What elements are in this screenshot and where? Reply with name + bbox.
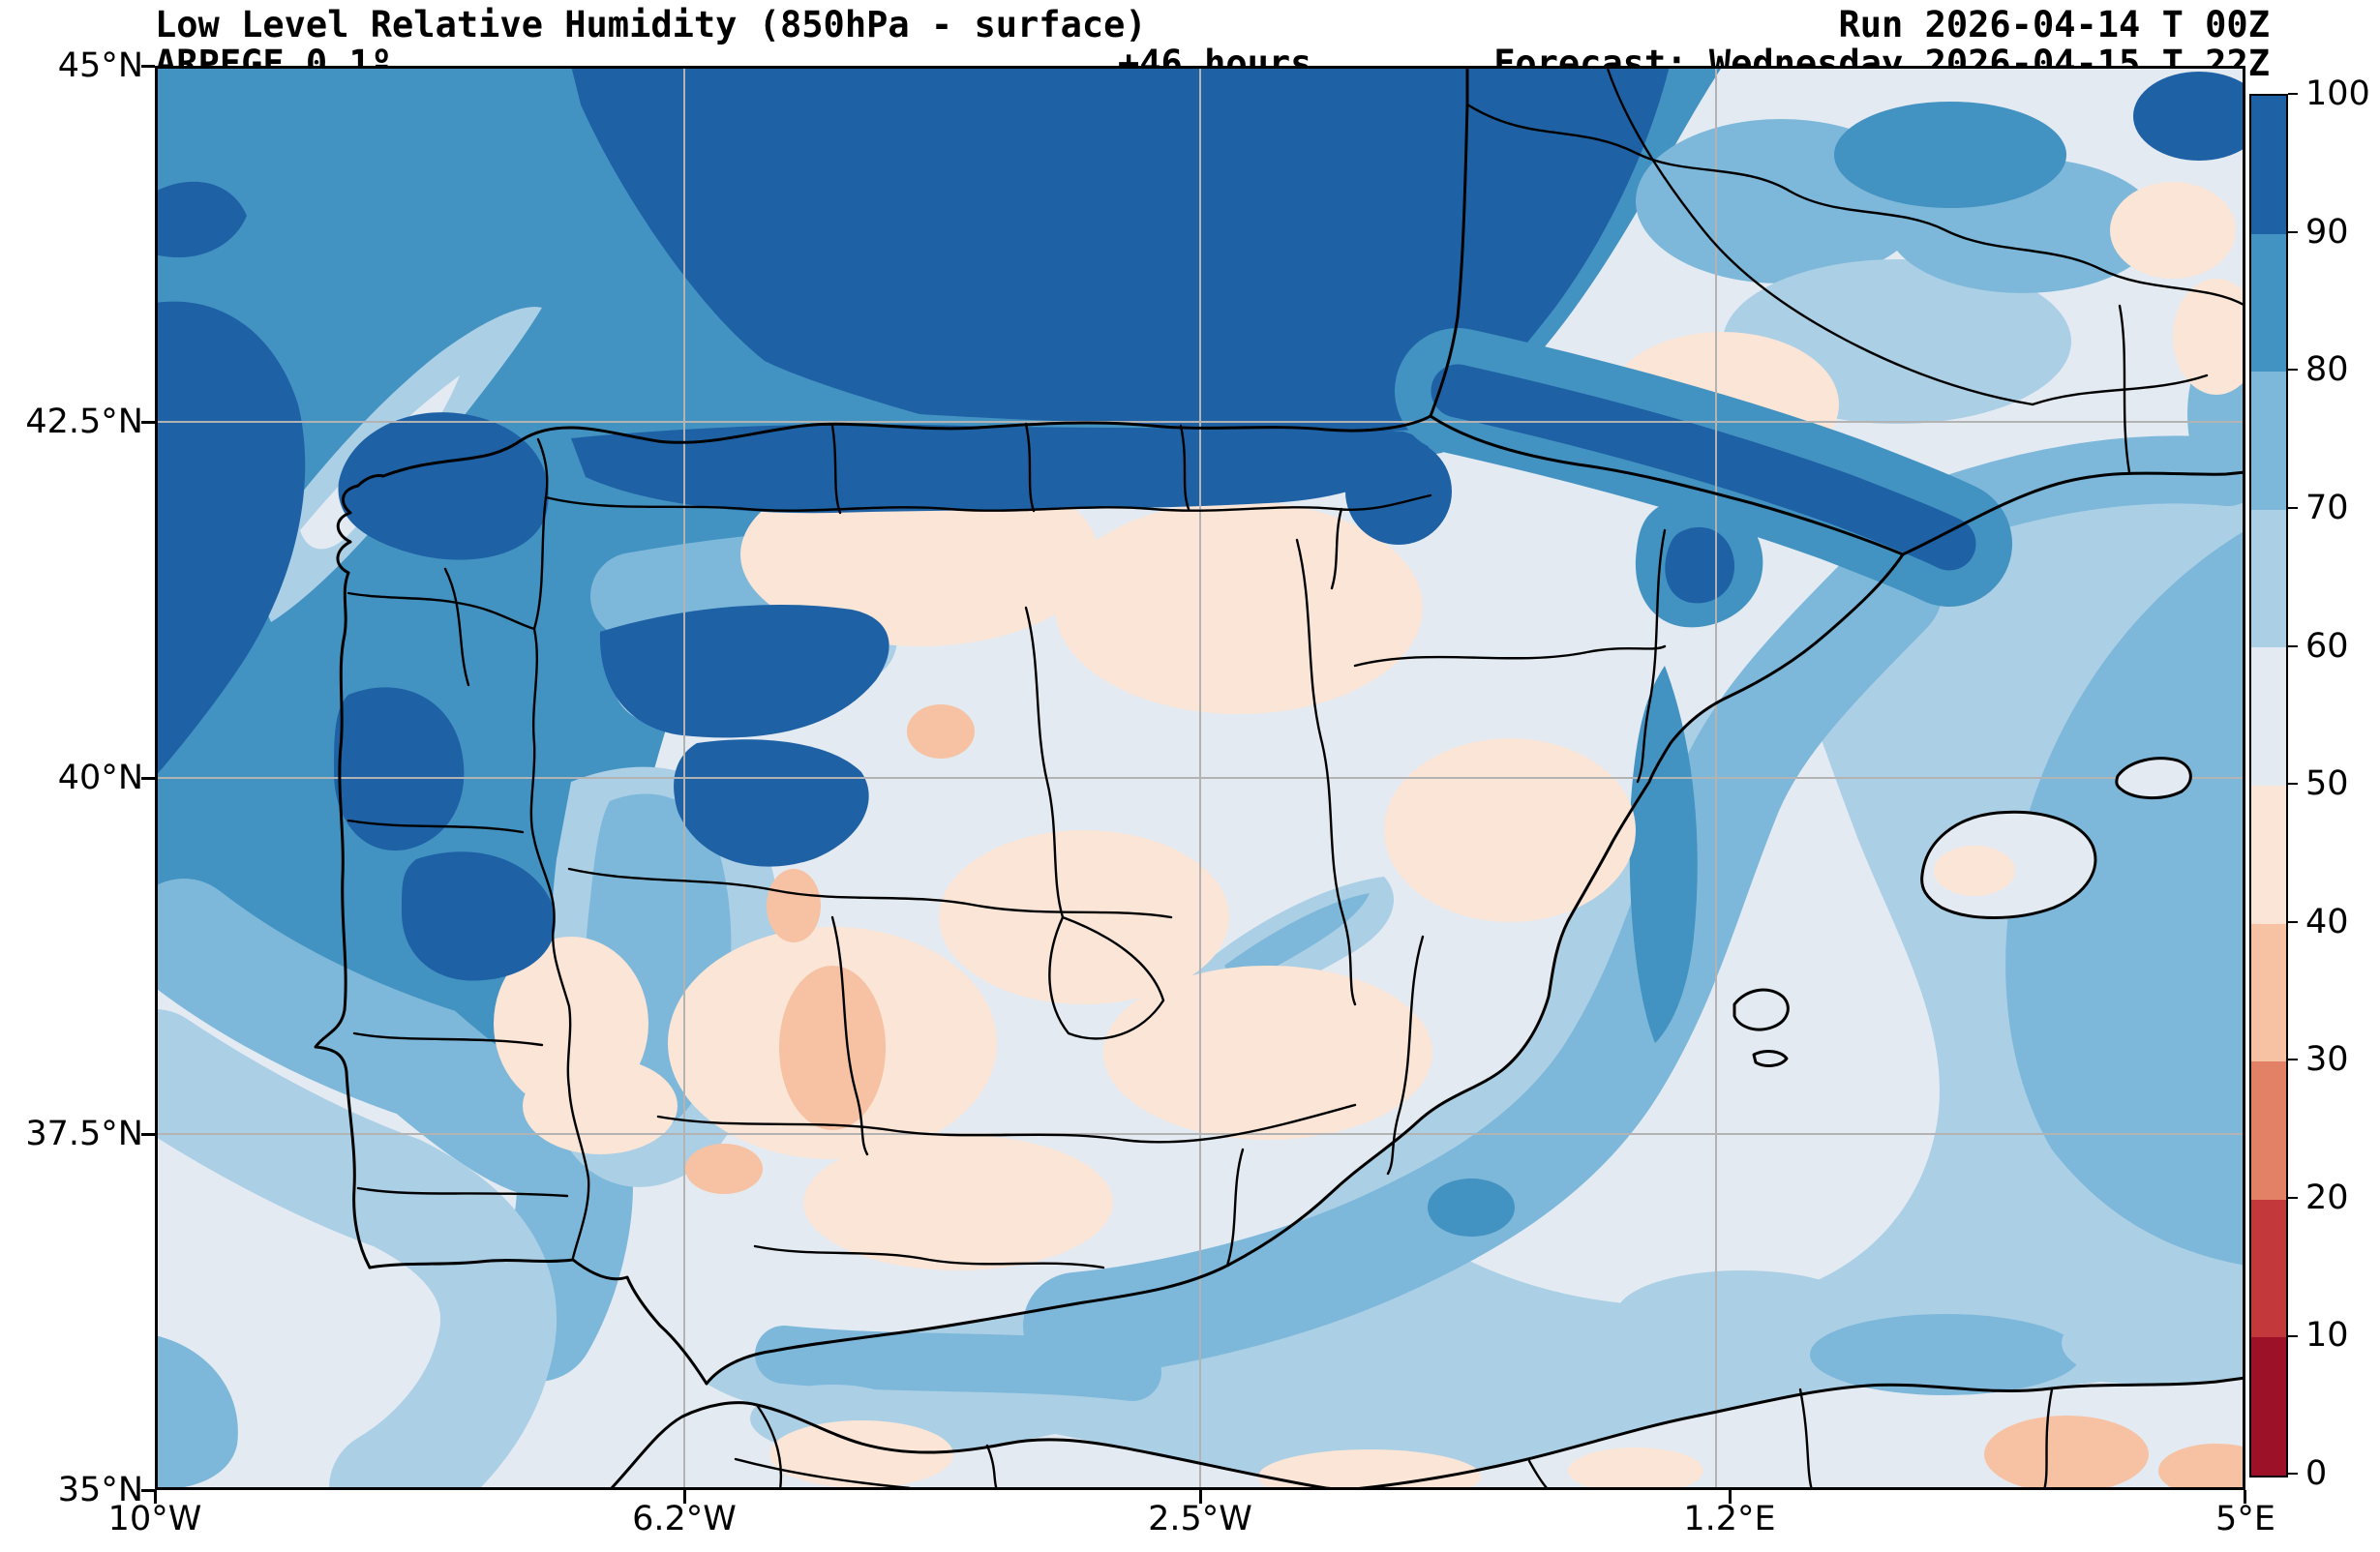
coast-galicia-rias [336, 474, 385, 575]
colorbar-segment [2251, 509, 2286, 648]
colorbar-segment [2251, 1337, 2286, 1476]
coast-africa-east [1343, 1376, 2245, 1490]
x-tick-label: 10°W [107, 1500, 202, 1538]
x-tick-mark [1729, 1490, 1732, 1504]
y-tick-label: 37.5°N [25, 1115, 143, 1153]
coastlines [314, 66, 2245, 1490]
colorbar-segment [2251, 647, 2286, 786]
colorbar-tick-mark [2288, 1335, 2298, 1337]
coast-spain-med [705, 552, 1905, 1386]
colorbar-tick-label: 50 [2305, 764, 2349, 803]
colorbar-segment [2251, 372, 2286, 510]
x-tick-mark [154, 1490, 157, 1504]
colorbar-tick-label: 10 [2305, 1316, 2349, 1355]
x-tick-label: 6.2°W [632, 1500, 737, 1538]
colorbar-segment [2251, 96, 2286, 234]
coast-north-spain [381, 414, 1432, 478]
colorbar-tick-label: 0 [2305, 1454, 2328, 1493]
colorbar-tick-label: 30 [2305, 1040, 2349, 1079]
colorbar-segment [2251, 785, 2286, 924]
x-tick-mark [683, 1490, 686, 1504]
colorbar-tick-label: 40 [2305, 903, 2349, 941]
y-tick-label: 42.5°N [25, 403, 143, 441]
colorbar-tick-mark [2288, 93, 2298, 95]
y-tick-label: 45°N [57, 46, 143, 85]
y-tick-label: 35°N [57, 1471, 143, 1509]
island-formentera [1752, 1050, 1789, 1067]
province-borders [346, 66, 2245, 1490]
y-tick-mark [141, 421, 155, 424]
coast-gulf-cadiz [368, 1258, 708, 1386]
y-tick-mark [141, 777, 155, 780]
colorbar [2249, 94, 2288, 1477]
y-tick-mark [141, 1133, 155, 1136]
x-tick-label: 5°E [2215, 1500, 2275, 1538]
colorbar-tick-mark [2288, 1059, 2298, 1060]
run-time-label: Run 2026-04-14 T 00Z [1838, 4, 2270, 45]
x-tick-mark [2244, 1490, 2246, 1504]
colorbar-tick-label: 70 [2305, 489, 2349, 527]
colorbar-tick-mark [2288, 231, 2298, 233]
colorbar-tick-mark [2288, 1473, 2298, 1475]
x-tick-label: 2.5°W [1148, 1500, 1252, 1538]
colorbar-tick-mark [2288, 507, 2298, 509]
x-tick-label: 1.2°E [1683, 1500, 1776, 1538]
island-ibiza [1732, 988, 1790, 1031]
colorbar-tick-label: 90 [2305, 213, 2349, 252]
coast-france-med [1901, 470, 2245, 556]
colorbar-tick-mark [2288, 369, 2298, 371]
island-mallorca-dry-patch [1934, 846, 2015, 896]
coast-portugal-west [314, 571, 372, 1269]
y-tick-label: 40°N [57, 759, 143, 797]
colorbar-segment [2251, 923, 2286, 1062]
colorbar-tick-mark [2288, 921, 2298, 923]
y-tick-mark [141, 65, 155, 68]
colorbar-tick-label: 80 [2305, 350, 2349, 389]
balearic-islands [1732, 757, 2192, 1067]
map-frame [155, 66, 2245, 1490]
map-area [155, 66, 2245, 1490]
colorbar-tick-label: 20 [2305, 1179, 2349, 1217]
colorbar-tick-mark [2288, 645, 2298, 647]
gridlines [155, 66, 2245, 1490]
island-menorca [2115, 757, 2192, 800]
colorbar-tick-mark [2288, 1197, 2298, 1199]
border-pyrenees [1429, 414, 1905, 556]
colorbar-tick-label: 60 [2305, 627, 2349, 666]
colorbar-tick-mark [2288, 783, 2298, 785]
colorbar-tick-label: 100 [2305, 75, 2370, 113]
x-tick-mark [1199, 1490, 1202, 1504]
y-tick-mark [141, 1489, 155, 1492]
colorbar-segment [2251, 233, 2286, 373]
colorbar-segment [2251, 1199, 2286, 1338]
humidity-map-svg [155, 66, 2245, 1490]
coast-africa-west [608, 1401, 1347, 1490]
coast-france-atlantic [1429, 66, 1469, 418]
page-title: Low Level Relative Humidity (850hPa - su… [155, 4, 1147, 45]
colorbar-segment [2251, 1061, 2286, 1200]
